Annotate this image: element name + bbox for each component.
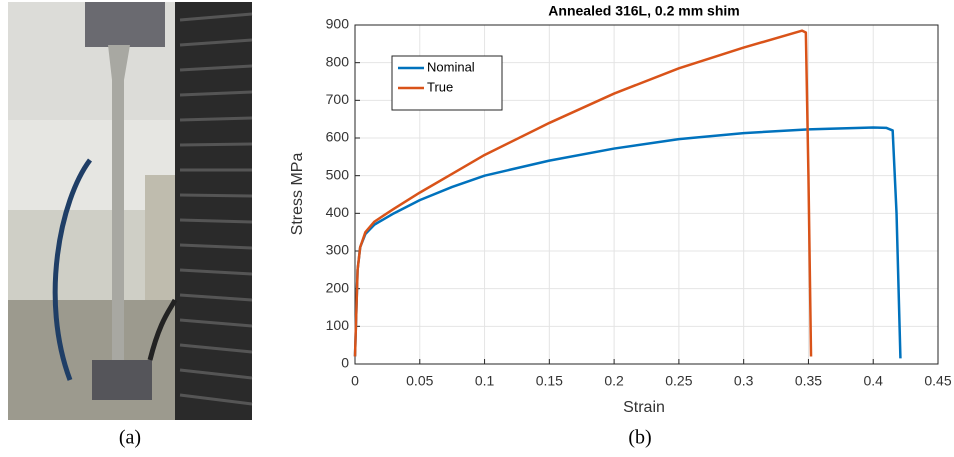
y-tick-label: 0 <box>341 355 349 371</box>
x-tick-label: 0.2 <box>604 373 624 389</box>
y-tick-label: 700 <box>326 91 350 107</box>
y-tick-label: 600 <box>326 129 350 145</box>
chart-title: Annealed 316L, 0.2 mm shim <box>548 3 739 19</box>
legend-label: Nominal <box>427 59 475 74</box>
x-tick-label: 0.45 <box>924 373 951 389</box>
x-tick-label: 0.35 <box>795 373 822 389</box>
y-axis-label: Stress MPa <box>289 153 306 236</box>
caption: (a) <box>119 427 141 449</box>
caption: (b) <box>628 427 651 449</box>
y-tick-label: 200 <box>326 279 350 295</box>
legend-box <box>391 55 503 111</box>
y-tick-label: 500 <box>326 166 350 182</box>
x-tick-label: 0.05 <box>406 373 433 389</box>
x-tick-label: 0 <box>351 373 359 389</box>
photo <box>8 2 253 420</box>
x-tick-label: 0.1 <box>475 373 495 389</box>
x-tick-label: 0.4 <box>863 373 883 389</box>
line-series <box>353 29 813 357</box>
x-tick-label: 0.25 <box>665 373 692 389</box>
legend-label: True <box>427 79 453 94</box>
y-tick-label: 400 <box>326 204 350 220</box>
axes-box <box>354 24 939 365</box>
x-tick-label: 0.3 <box>734 373 754 389</box>
x-tick-label: 0.15 <box>536 373 563 389</box>
x-axis-label: Strain <box>623 399 665 416</box>
y-tick-label: 300 <box>326 242 350 258</box>
y-tick-label: 800 <box>326 53 350 69</box>
y-tick-label: 900 <box>326 16 350 32</box>
y-tick-label: 100 <box>326 317 350 333</box>
